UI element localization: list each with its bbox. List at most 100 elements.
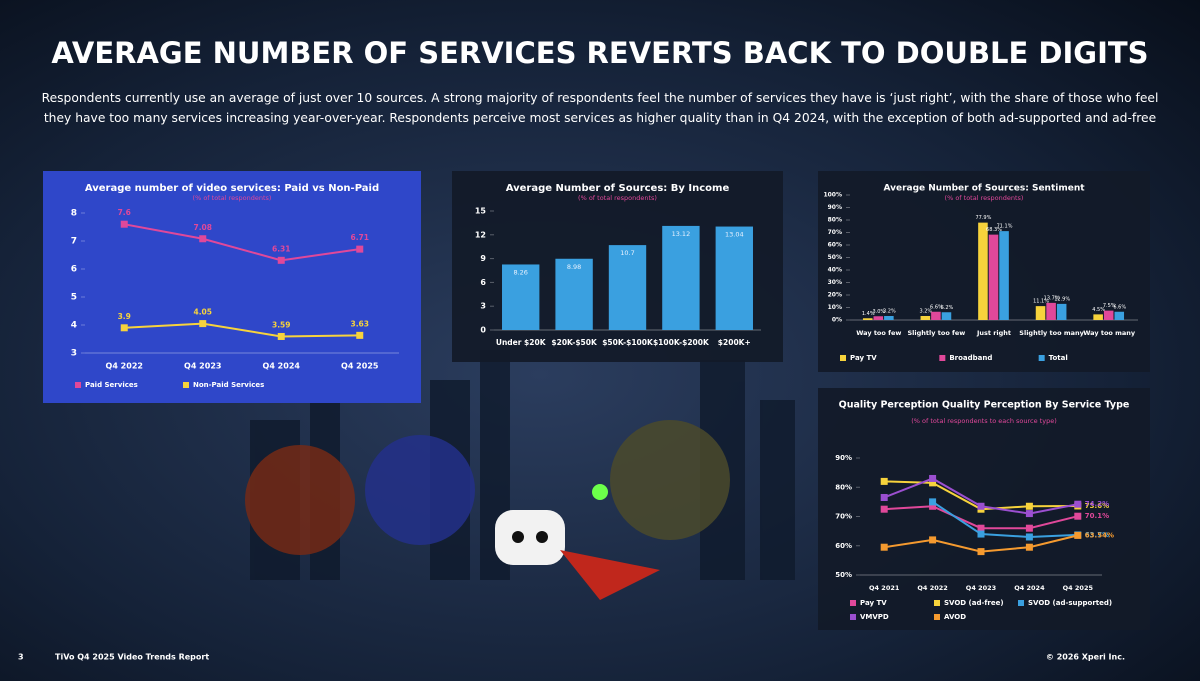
legend-swatch	[1018, 600, 1024, 606]
data-label: 13.12	[672, 230, 691, 238]
data-label: 68.3%	[986, 227, 1002, 233]
bar	[1093, 314, 1103, 320]
series-line	[932, 501, 1078, 538]
data-label: 70.1%	[1085, 512, 1109, 520]
data-label: 7.5%	[1103, 303, 1116, 309]
legend-swatch	[934, 614, 940, 620]
y-tick-label: 9	[480, 254, 486, 263]
point	[356, 245, 364, 253]
chart-panel: Average Number of Sources: Sentiment(% o…	[818, 171, 1150, 372]
x-tick-label: Q4 2022	[106, 362, 143, 371]
data-label: 6.2%	[941, 305, 954, 311]
point	[880, 505, 888, 513]
x-tick-label: $100K-$200K	[653, 338, 710, 347]
x-tick-label: Q4 2022	[917, 584, 947, 592]
point	[356, 331, 364, 339]
data-label: 11.1%	[1033, 299, 1049, 305]
legend-label: VMVPD	[860, 613, 889, 621]
x-tick-label: Q4 2023	[184, 362, 221, 371]
data-label: 3.59	[272, 320, 291, 329]
point	[977, 548, 985, 556]
bar	[1114, 311, 1125, 320]
data-label: 12.9%	[1054, 296, 1070, 302]
y-tick-label: 70%	[828, 229, 842, 236]
legend-swatch	[75, 382, 81, 388]
x-tick-label: Q4 2024	[1014, 584, 1045, 592]
data-label: 13.7%	[1044, 295, 1060, 301]
bar	[555, 258, 593, 330]
chart-panel: Quality Perception Quality Perception By…	[818, 388, 1150, 630]
chart-title: Average number of video services: Paid v…	[85, 183, 379, 194]
y-tick-label: 50%	[828, 254, 842, 261]
bar	[884, 316, 894, 320]
bar	[941, 312, 952, 320]
y-tick-label: 8	[71, 209, 77, 219]
y-tick-label: 80%	[835, 483, 852, 491]
y-tick-label: 10%	[828, 304, 842, 311]
slide-subtitle: Respondents currently use an average of …	[41, 91, 1159, 133]
data-label: 4.5%	[1092, 307, 1105, 313]
bar	[1035, 306, 1046, 320]
chart-subtitle: (% of total respondents)	[578, 194, 657, 202]
point	[199, 320, 207, 328]
chart-panel: Average number of video services: Paid v…	[43, 171, 421, 403]
legend-swatch	[183, 382, 189, 388]
y-tick-label: 7	[71, 237, 77, 247]
legend-label: SVOD (ad-supported)	[1028, 599, 1112, 607]
point	[120, 220, 128, 228]
panel-background	[43, 171, 421, 403]
data-label: 8.98	[567, 263, 581, 271]
y-tick-label: 40%	[828, 267, 842, 274]
legend-label: Non-Paid Services	[193, 381, 264, 389]
chart-panel: Average Number of Sources: By Income(% o…	[452, 171, 783, 362]
chart-subtitle: (% of total respondents)	[945, 194, 1024, 202]
data-label: 3.0%	[872, 309, 885, 315]
x-tick-label: Q4 2025	[341, 362, 379, 371]
legend-swatch	[1038, 355, 1045, 361]
data-label: 7.6	[118, 208, 131, 217]
legend-label: Paid Services	[85, 381, 138, 389]
bar	[978, 222, 988, 320]
y-tick-label: 6	[71, 265, 77, 275]
series-line	[124, 322, 360, 338]
legend-swatch	[850, 614, 856, 620]
data-label: 6.6%	[930, 304, 943, 310]
data-label: 63.7%	[1085, 531, 1109, 539]
x-tick-label: $50K-$100K	[602, 338, 654, 347]
bar	[1056, 303, 1067, 320]
point	[929, 502, 937, 510]
y-tick-label: 12	[475, 230, 486, 239]
legend-swatch	[934, 600, 940, 606]
point	[1074, 531, 1082, 539]
y-tick-label: 60%	[835, 542, 852, 550]
x-tick-label: Slightly too many	[1019, 329, 1084, 337]
hero-figures	[245, 420, 730, 600]
point	[1025, 533, 1033, 541]
data-label: 74.2%	[1085, 500, 1109, 508]
data-label: 77.9%	[975, 215, 991, 221]
data-label: 6.6%	[1113, 304, 1126, 310]
y-tick-label: 3	[71, 349, 77, 359]
y-tick-label: 4	[71, 321, 77, 331]
y-tick-label: 20%	[828, 292, 842, 299]
point	[880, 493, 888, 501]
x-tick-label: Way too many	[1083, 329, 1136, 337]
y-tick-label: 50%	[835, 571, 852, 579]
x-tick-label: $20K-$50K	[551, 338, 598, 347]
bar	[502, 264, 540, 330]
legend-label: Pay TV	[860, 599, 887, 607]
point	[977, 530, 985, 538]
point	[1074, 500, 1082, 508]
chart-title: Average Number of Sources: By Income	[506, 183, 730, 194]
point	[929, 479, 937, 487]
x-tick-label: $200K+	[718, 338, 751, 347]
data-label: 7.08	[193, 223, 212, 232]
data-label: 6.31	[272, 244, 291, 253]
data-label: 73.6%	[1085, 502, 1109, 510]
x-tick-label: Q4 2021	[869, 584, 900, 592]
legend-swatch	[939, 355, 946, 361]
legend-label: Broadband	[949, 354, 992, 362]
data-label: 8.26	[513, 268, 527, 276]
y-tick-label: 100%	[823, 192, 842, 199]
point	[1025, 543, 1033, 551]
